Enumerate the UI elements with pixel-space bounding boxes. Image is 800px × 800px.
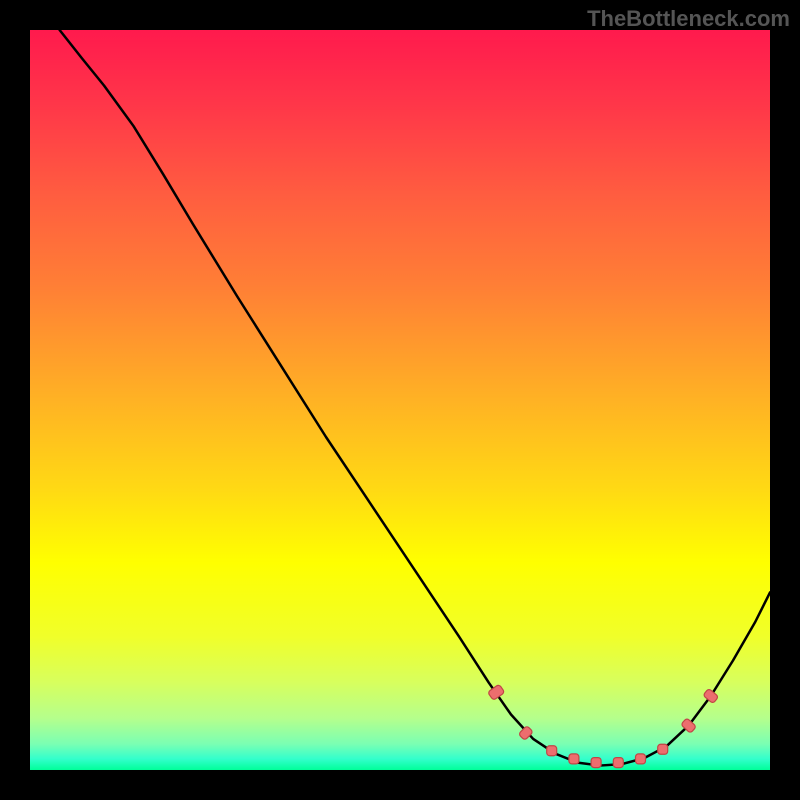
chart-svg	[30, 30, 770, 770]
gradient-background	[30, 30, 770, 770]
curve-marker	[658, 744, 668, 754]
chart-container: TheBottleneck.com	[0, 0, 800, 800]
chart-plot-area	[30, 30, 770, 770]
curve-marker	[569, 754, 579, 764]
curve-marker	[613, 758, 623, 768]
curve-marker	[636, 754, 646, 764]
curve-marker	[591, 758, 601, 768]
watermark-text: TheBottleneck.com	[587, 6, 790, 32]
curve-marker	[547, 746, 557, 756]
